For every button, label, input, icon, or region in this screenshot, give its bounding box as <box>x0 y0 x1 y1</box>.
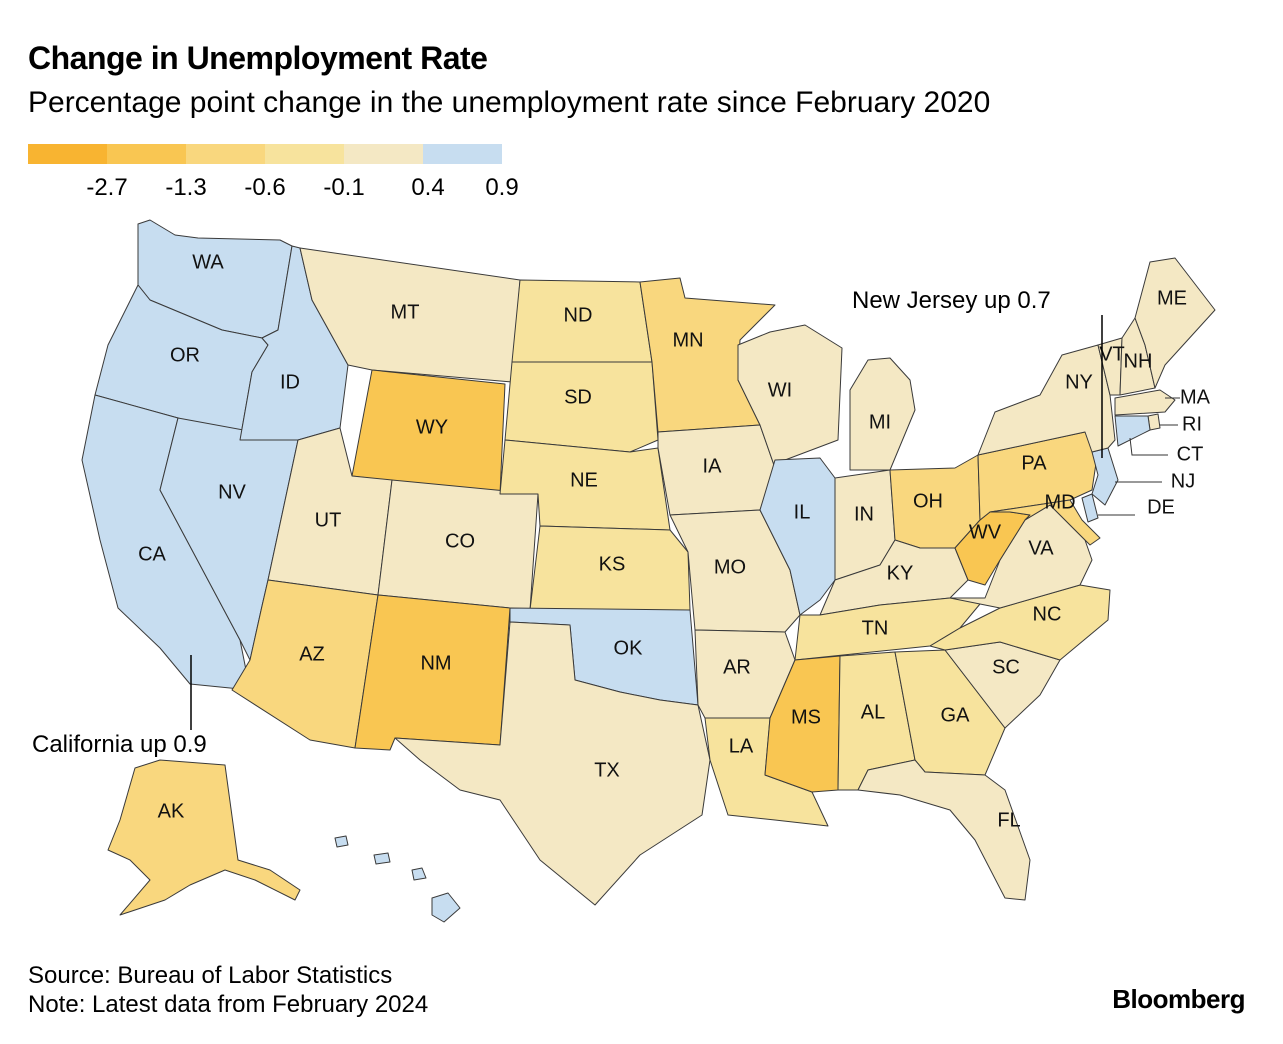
label-WY: WY <box>416 416 448 438</box>
label-NY: NY <box>1065 371 1093 393</box>
label-GA: GA <box>941 704 971 726</box>
legend-swatch-4 <box>265 144 344 164</box>
label-NC: NC <box>1033 603 1062 625</box>
annotation-new-jersey: New Jersey up 0.7 <box>852 287 1051 314</box>
label-MA: MA <box>1180 386 1211 408</box>
state-KS[interactable] <box>529 525 691 611</box>
legend-swatch-5 <box>344 144 423 164</box>
legend-tick-1: -2.7 <box>86 174 128 201</box>
label-SD: SD <box>564 386 592 408</box>
state-NJ[interactable] <box>1091 447 1119 506</box>
label-WA: WA <box>192 251 224 273</box>
legend-tick-4: -0.1 <box>323 174 365 201</box>
label-PA: PA <box>1021 452 1047 474</box>
hawaii-island-maui <box>411 867 427 881</box>
label-VT: VT <box>1099 343 1125 365</box>
label-ID: ID <box>280 371 300 393</box>
label-OH: OH <box>913 490 943 512</box>
legend-tick-6: 0.9 <box>485 174 519 201</box>
hawaii-island-oahu <box>334 835 349 848</box>
state-CT[interactable] <box>1114 415 1151 447</box>
label-WI: WI <box>768 379 792 401</box>
label-AK: AK <box>158 800 185 822</box>
label-NE: NE <box>570 469 598 491</box>
chart-title: Change in Unemployment Rate <box>28 40 488 76</box>
label-SC: SC <box>992 656 1020 678</box>
label-VA: VA <box>1028 537 1054 559</box>
state-MD[interactable] <box>989 499 1101 546</box>
label-IA: IA <box>703 455 723 477</box>
label-MN: MN <box>672 329 703 351</box>
state-IL[interactable] <box>759 457 836 616</box>
legend-swatch-2 <box>107 144 186 164</box>
label-MT: MT <box>391 301 420 323</box>
legend: -2.7 -1.3 -0.6 -0.1 0.4 0.9 <box>28 144 519 204</box>
state-MA[interactable] <box>1114 389 1176 416</box>
label-ME: ME <box>1157 287 1187 309</box>
label-FL: FL <box>997 809 1020 831</box>
label-WV: WV <box>969 521 1002 543</box>
bloomberg-logo: Bloomberg <box>1112 984 1245 1014</box>
label-MI: MI <box>869 411 891 433</box>
leader-CT <box>1129 437 1168 456</box>
label-ND: ND <box>564 304 593 326</box>
label-AR: AR <box>723 656 751 678</box>
label-TN: TN <box>862 617 889 639</box>
label-MD: MD <box>1044 491 1075 513</box>
label-OR: OR <box>170 344 200 366</box>
source-note: Source: Bureau of Labor Statistics <box>28 962 393 989</box>
label-AL: AL <box>861 701 885 723</box>
label-AZ: AZ <box>299 643 325 665</box>
hawaii-island-molokai <box>373 852 391 865</box>
label-KY: KY <box>887 562 914 584</box>
label-NH: NH <box>1124 350 1153 372</box>
state-WI[interactable] <box>737 324 843 469</box>
label-KS: KS <box>599 553 626 575</box>
label-LA: LA <box>729 735 754 757</box>
state-MI[interactable] <box>849 357 916 471</box>
label-NJ: NJ <box>1171 470 1195 492</box>
legend-tick-5: 0.4 <box>411 174 445 201</box>
data-note: Note: Latest data from February 2024 <box>28 991 429 1018</box>
annotation-california: California up 0.9 <box>32 731 207 758</box>
label-MS: MS <box>791 706 821 728</box>
label-IL: IL <box>794 501 811 523</box>
label-NV: NV <box>218 481 246 503</box>
label-MO: MO <box>714 556 746 578</box>
label-CA: CA <box>138 543 166 565</box>
state-NY[interactable] <box>977 344 1116 456</box>
legend-swatch-1 <box>28 144 107 164</box>
label-OK: OK <box>614 637 644 659</box>
label-RI: RI <box>1182 413 1202 435</box>
label-UT: UT <box>315 509 342 531</box>
label-CT: CT <box>1177 443 1204 465</box>
state-DE[interactable] <box>1081 493 1099 523</box>
legend-swatch-3 <box>186 144 265 164</box>
state-HI[interactable] <box>431 892 461 923</box>
state-FL[interactable] <box>857 759 1031 901</box>
state-TX[interactable] <box>394 621 711 906</box>
legend-tick-2: -1.3 <box>165 174 207 201</box>
legend-tick-3: -0.6 <box>244 174 286 201</box>
label-NM: NM <box>420 652 451 674</box>
label-DE: DE <box>1147 496 1175 518</box>
state-AK[interactable] <box>107 759 301 916</box>
legend-swatch-6 <box>423 144 502 164</box>
label-IN: IN <box>854 503 874 525</box>
label-CO: CO <box>445 530 475 552</box>
state-ME[interactable] <box>1134 257 1216 389</box>
label-TX: TX <box>594 759 620 781</box>
state-SD[interactable] <box>504 361 659 453</box>
chart-subtitle: Percentage point change in the unemploym… <box>28 86 991 119</box>
